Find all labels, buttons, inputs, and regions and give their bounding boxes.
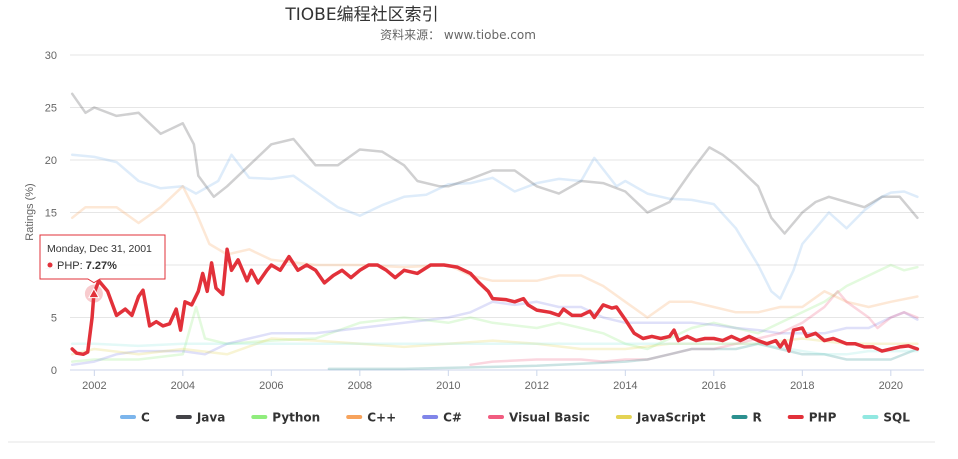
x-tick-label: 2020	[879, 380, 903, 392]
tooltip-series-dot	[47, 262, 53, 268]
legend-label: C#	[443, 411, 462, 425]
legend-label: C++	[367, 411, 396, 425]
x-tick-label: 2016	[702, 380, 726, 392]
legend-label: PHP	[809, 411, 837, 425]
series-line-javascript[interactable]	[70, 337, 919, 356]
legend-swatch	[120, 415, 136, 419]
x-tick-label: 2018	[790, 380, 814, 392]
y-tick-label: 20	[45, 155, 57, 167]
y-tick-label: 5	[51, 313, 57, 325]
legend-swatch	[615, 415, 632, 419]
tooltip-series-name: PHP	[57, 260, 80, 272]
x-tick-label: 2012	[525, 380, 549, 392]
legend-item-php[interactable]: PHP	[787, 411, 837, 425]
legend-item-java[interactable]: Java	[175, 411, 225, 425]
y-tick-label: 25	[45, 103, 57, 115]
y-tick-label: 30	[45, 50, 57, 62]
series-line-c[interactable]	[70, 153, 919, 300]
legend-swatch	[175, 415, 192, 419]
y-axis-title: Ratings (%)	[24, 183, 36, 240]
legend-label: SQL	[883, 411, 910, 425]
legend-item-c[interactable]: C	[120, 411, 150, 425]
tooltip: Monday, Dec 31, 2001 PHP: 7.27%	[39, 234, 166, 284]
legend-swatch	[488, 415, 504, 419]
legend-swatch	[731, 415, 748, 419]
y-tick-label: 0	[51, 365, 57, 377]
legend-item-c-[interactable]: C#	[422, 411, 462, 425]
legend-label: R	[753, 411, 762, 425]
legend-label: C	[141, 411, 150, 425]
legend-item-javascript[interactable]: JavaScript	[615, 411, 706, 425]
legend-label: JavaScript	[636, 411, 706, 425]
series-line-c-[interactable]	[70, 185, 919, 319]
legend-item-r[interactable]: R	[731, 411, 762, 425]
chart-title: TIOBE编程社区索引	[284, 5, 438, 25]
x-tick-label: 2006	[259, 380, 283, 392]
legend-swatch	[787, 415, 804, 419]
legend-swatch	[862, 415, 879, 419]
tooltip-box	[39, 234, 166, 284]
legend-item-c-[interactable]: C++	[346, 411, 396, 425]
legend-label: Java	[196, 411, 225, 425]
hover-point	[88, 287, 100, 299]
series-line-visual-basic[interactable]	[469, 290, 919, 367]
legend-item-sql[interactable]: SQL	[862, 411, 910, 425]
legend-swatch	[251, 415, 268, 419]
series-line-python[interactable]	[70, 263, 919, 363]
x-tick-label: 2004	[171, 380, 195, 392]
series-line-java[interactable]	[70, 92, 919, 235]
tooltip-value: PHP: 7.27%	[57, 260, 117, 272]
legend-item-visual-basic[interactable]: Visual Basic	[488, 411, 590, 425]
series-line-c-[interactable]	[70, 300, 919, 367]
chart-subtitle: 资料来源： www.tiobe.com	[380, 28, 536, 42]
legend-label: Visual Basic	[509, 411, 590, 425]
series-line-r[interactable]	[327, 342, 919, 371]
y-tick-label: 15	[45, 208, 57, 220]
x-tick-label: 2002	[82, 380, 106, 392]
legend[interactable]: C Java Python C++ C# Visual Basic JavaScript R P…	[120, 411, 910, 425]
series-line-php[interactable]	[70, 247, 920, 357]
hover-marker	[84, 284, 103, 303]
legend-label: Python	[272, 411, 320, 425]
x-tick-label: 2014	[613, 380, 637, 392]
tooltip-value-label: 7.27%	[86, 260, 117, 272]
x-tick-label: 2008	[348, 380, 372, 392]
tooltip-date: Monday, Dec 31, 2001	[47, 243, 152, 255]
x-tick-label: 2010	[436, 380, 460, 392]
x-axis-ticks: 2002 2004 2006 2008 2010 2012 2014 2016 2018 2020	[82, 370, 903, 392]
legend-swatch	[346, 415, 363, 419]
series-line-sql[interactable]	[70, 342, 919, 356]
legend-item-python[interactable]: Python	[251, 411, 320, 425]
legend-swatch	[422, 415, 439, 419]
series-lines	[70, 92, 920, 371]
